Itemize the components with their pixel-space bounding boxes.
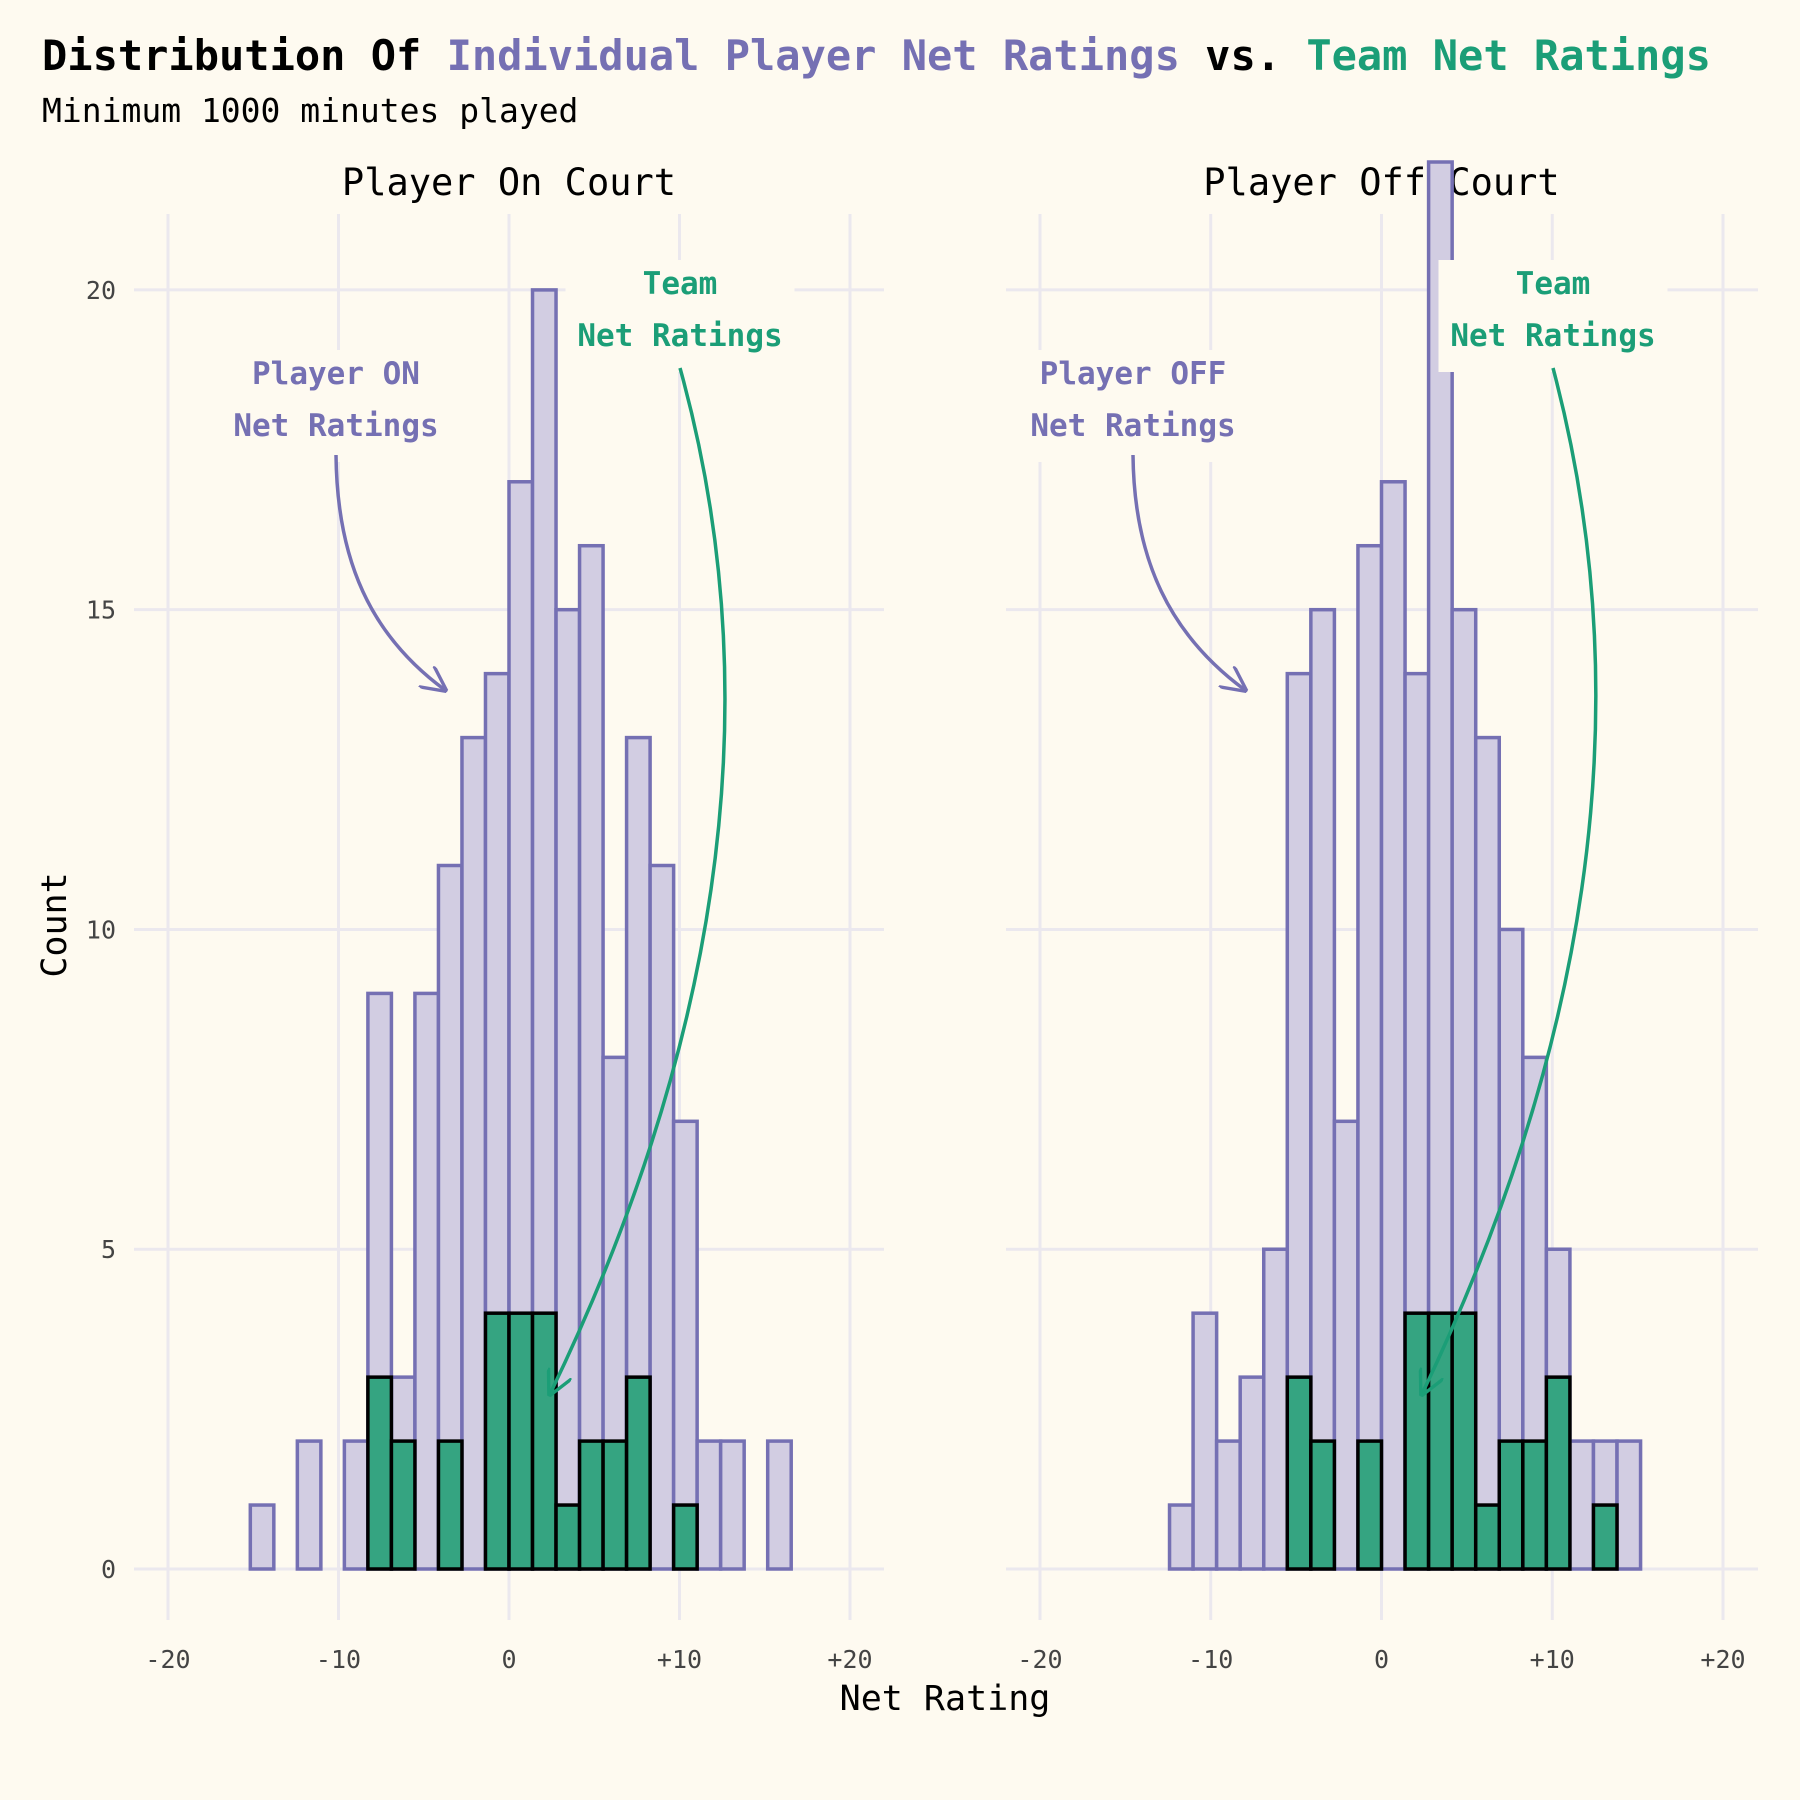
player-annotation: Player ON Net Ratings [221, 350, 451, 690]
annotation-text: Player OFF [1040, 356, 1227, 392]
y-tick-label: 20 [86, 276, 116, 305]
team-bar [601, 1439, 629, 1571]
team-annotation: Team Net Ratings [550, 260, 795, 1394]
player-bar [577, 543, 605, 1571]
team-bar [1356, 1439, 1384, 1571]
x-tick-label: -10 [1188, 1645, 1233, 1674]
x-tick-label: 0 [1374, 1645, 1389, 1674]
panel-on-court: Player On Court 0 5 10 15 20 -20 -10 0 +10 +20 Play… [86, 161, 884, 1674]
team-bar [389, 1439, 417, 1571]
player-annotation: Player OFF Net Ratings [1018, 350, 1248, 690]
chart-subtitle: Minimum 1000 minutes played [42, 91, 578, 130]
player-bar [1238, 1375, 1266, 1571]
player-bar [1356, 543, 1384, 1571]
player-bar [1261, 1247, 1290, 1571]
player-bar [413, 991, 441, 1571]
player-bar [1309, 607, 1337, 1571]
team-bar [1544, 1375, 1572, 1571]
y-tick-label: 10 [86, 915, 116, 944]
team-bar [1309, 1439, 1337, 1571]
annotation-background [565, 260, 795, 372]
panel-title: Player Off Court [1203, 161, 1559, 204]
annotation-text: Team [1516, 266, 1591, 302]
player-bar [1568, 1439, 1596, 1571]
player-bar [1214, 1439, 1242, 1571]
team-bar [671, 1503, 699, 1571]
team-bar [1521, 1439, 1549, 1571]
player-bar [248, 1503, 276, 1571]
y-tick-label: 5 [101, 1235, 116, 1264]
annotation-background [1438, 260, 1668, 372]
team-bar [530, 1311, 558, 1571]
annotation-text: Net Ratings [1450, 318, 1655, 354]
annotation-text: Net Ratings [233, 408, 438, 444]
team-bar [1473, 1503, 1502, 1571]
x-axis-label: Net Rating [840, 1679, 1051, 1719]
annotation-arrow [1131, 454, 1245, 690]
x-tick-label: +10 [1530, 1645, 1575, 1674]
player-bar [1332, 1119, 1360, 1571]
team-annotation: Team Net Ratings [1422, 260, 1668, 1394]
series-team [366, 1311, 699, 1571]
y-tick-label: 15 [86, 596, 116, 625]
annotation-arrow [334, 454, 445, 690]
y-tick-label: 0 [101, 1555, 116, 1584]
annotation-text: Team [643, 266, 718, 302]
team-bar [1285, 1375, 1313, 1571]
player-bar [1191, 1311, 1219, 1571]
title-part-4: Team Net Ratings [1306, 31, 1711, 80]
x-tick-label: +20 [827, 1645, 872, 1674]
player-bar [648, 863, 676, 1571]
annotation-background [1018, 350, 1248, 462]
team-bar [1403, 1311, 1431, 1571]
player-bar [765, 1439, 793, 1571]
player-bar [342, 1439, 370, 1571]
x-tick-label: -20 [1017, 1645, 1062, 1674]
team-bar [1450, 1311, 1478, 1571]
player-bar [295, 1439, 323, 1571]
x-tick-label: -20 [145, 1645, 190, 1674]
annotation-arrow [1422, 367, 1598, 1394]
annotation-text: Net Ratings [1030, 408, 1235, 444]
x-tick-label: 0 [501, 1645, 516, 1674]
panel-title: Player On Court [342, 161, 676, 204]
team-bar [366, 1375, 394, 1571]
annotation-arrow [550, 367, 727, 1394]
player-bar [671, 1119, 699, 1571]
annotation-background [221, 350, 451, 462]
team-bar [1497, 1439, 1525, 1571]
team-bar [577, 1439, 605, 1571]
player-bar [1473, 735, 1502, 1571]
player-bar [1379, 480, 1407, 1571]
team-bar [507, 1311, 535, 1571]
annotation-text: Net Ratings [577, 318, 782, 354]
player-bar [718, 1439, 746, 1571]
player-bar [1167, 1503, 1195, 1571]
title-part-3: vs. [1180, 31, 1306, 80]
team-bar [554, 1503, 582, 1571]
player-bar [695, 1439, 723, 1571]
x-tick-label: +20 [1700, 1645, 1745, 1674]
title-part-2: Individual Player Net Ratings [447, 31, 1180, 80]
annotation-text: Player ON [252, 356, 420, 392]
team-bar [483, 1311, 511, 1571]
y-axis-label: Count [35, 872, 75, 977]
panel-off-court: Player Off Court -20 -10 0 +10 +20 Player OFF N… [1006, 160, 1758, 1674]
team-bar [1591, 1503, 1619, 1571]
player-bar [1615, 1439, 1643, 1571]
team-bar [624, 1375, 652, 1571]
x-tick-label: -10 [316, 1645, 361, 1674]
title-part-1: Distribution Of [42, 31, 447, 80]
team-bar [436, 1439, 464, 1571]
chart-title: Distribution Of Individual Player Net Ra… [42, 31, 1711, 80]
player-bar [460, 735, 488, 1571]
player-bar [554, 607, 582, 1571]
x-tick-label: +10 [657, 1645, 702, 1674]
